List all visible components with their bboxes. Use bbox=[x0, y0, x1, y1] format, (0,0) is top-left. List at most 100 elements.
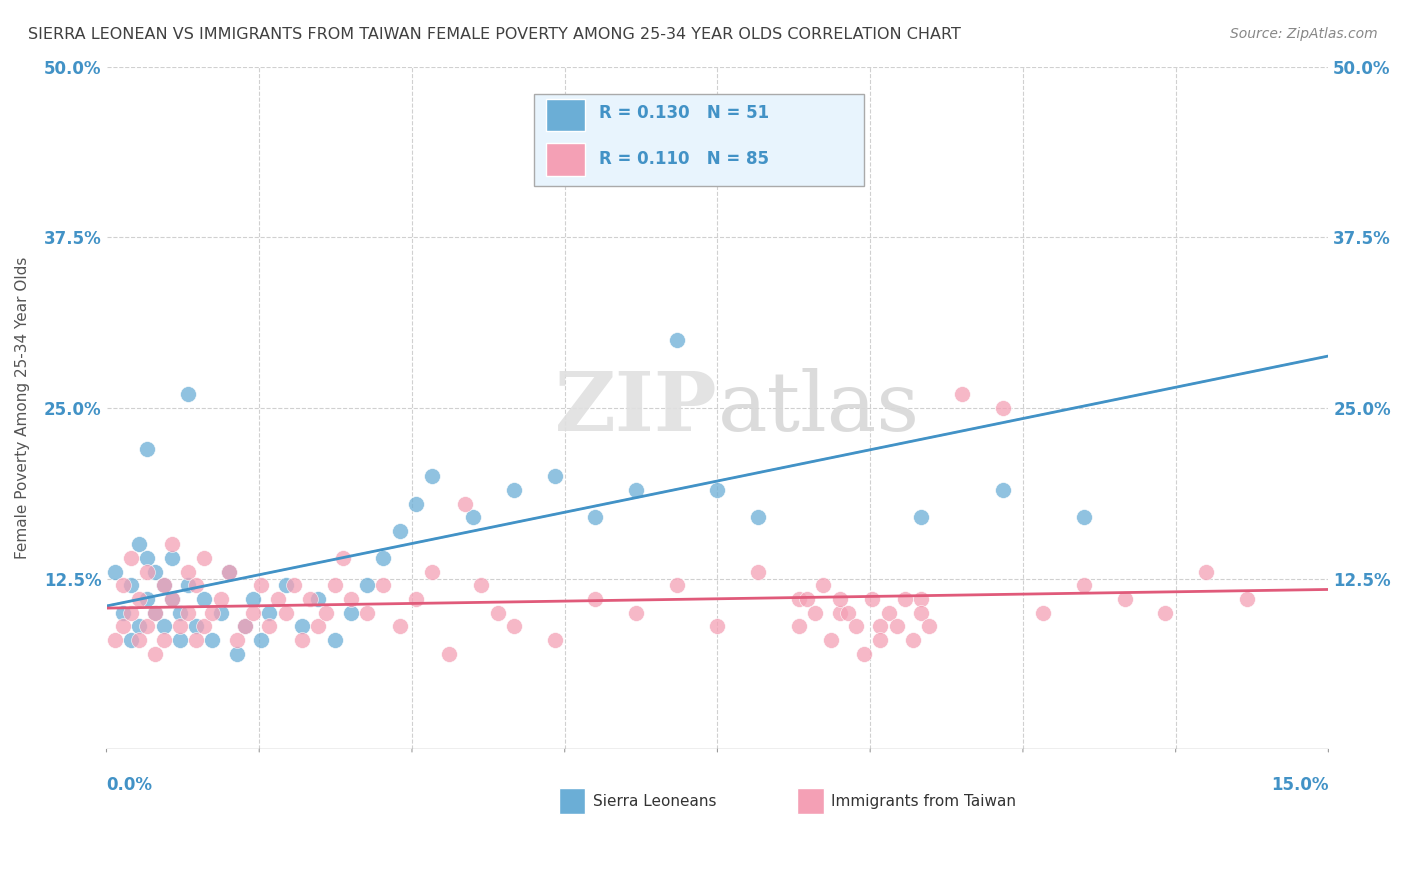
Text: Sierra Leoneans: Sierra Leoneans bbox=[593, 794, 716, 809]
Point bbox=[845, 619, 868, 633]
Point bbox=[152, 578, 174, 592]
Point bbox=[291, 633, 314, 648]
Point bbox=[136, 442, 159, 456]
Point bbox=[1032, 606, 1054, 620]
Point bbox=[1195, 565, 1218, 579]
Point bbox=[169, 619, 191, 633]
Point bbox=[291, 619, 314, 633]
Point bbox=[706, 483, 728, 497]
Point bbox=[502, 619, 524, 633]
Point bbox=[787, 592, 810, 607]
Point bbox=[991, 401, 1014, 415]
Text: Source: ZipAtlas.com: Source: ZipAtlas.com bbox=[1230, 27, 1378, 41]
Text: atlas: atlas bbox=[717, 368, 920, 448]
Point bbox=[583, 510, 606, 524]
Point bbox=[340, 592, 363, 607]
Point bbox=[624, 606, 647, 620]
Point bbox=[145, 606, 167, 620]
Point bbox=[225, 647, 247, 661]
Point bbox=[665, 578, 688, 592]
Point bbox=[853, 647, 876, 661]
Point bbox=[177, 565, 200, 579]
Point bbox=[910, 606, 932, 620]
Bar bbox=[534, 94, 865, 186]
Point bbox=[193, 619, 215, 633]
Point bbox=[193, 592, 215, 607]
Point bbox=[233, 619, 256, 633]
Point bbox=[747, 565, 769, 579]
Point bbox=[405, 497, 427, 511]
Point bbox=[160, 551, 183, 566]
Point bbox=[169, 606, 191, 620]
Point bbox=[184, 578, 207, 592]
Point bbox=[747, 510, 769, 524]
Point bbox=[274, 578, 297, 592]
Point bbox=[356, 606, 378, 620]
Point bbox=[886, 619, 908, 633]
Point bbox=[242, 592, 264, 607]
Point bbox=[356, 578, 378, 592]
Point bbox=[120, 551, 142, 566]
Point bbox=[136, 565, 159, 579]
Point bbox=[918, 619, 941, 633]
Bar bbox=[558, 789, 585, 814]
Point bbox=[266, 592, 288, 607]
Point bbox=[145, 606, 167, 620]
Point bbox=[218, 565, 240, 579]
Point bbox=[259, 606, 281, 620]
Point bbox=[160, 592, 183, 607]
Point bbox=[160, 592, 183, 607]
Point bbox=[283, 578, 305, 592]
Point bbox=[250, 578, 273, 592]
Point bbox=[860, 592, 883, 607]
Point bbox=[177, 578, 200, 592]
Point bbox=[813, 578, 835, 592]
Point bbox=[120, 633, 142, 648]
Point bbox=[136, 619, 159, 633]
Point bbox=[454, 497, 477, 511]
Point bbox=[120, 606, 142, 620]
Point bbox=[299, 592, 322, 607]
Point bbox=[910, 592, 932, 607]
Point bbox=[837, 606, 859, 620]
Point bbox=[184, 619, 207, 633]
Point bbox=[877, 606, 900, 620]
Point bbox=[169, 633, 191, 648]
Point bbox=[111, 578, 134, 592]
Point bbox=[152, 578, 174, 592]
Point bbox=[388, 524, 411, 538]
Point bbox=[461, 510, 484, 524]
Point bbox=[274, 606, 297, 620]
Text: 0.0%: 0.0% bbox=[107, 776, 152, 794]
Point bbox=[787, 619, 810, 633]
Point bbox=[1073, 578, 1095, 592]
Text: 15.0%: 15.0% bbox=[1271, 776, 1329, 794]
Point bbox=[104, 633, 127, 648]
Point bbox=[242, 606, 264, 620]
Point bbox=[373, 551, 395, 566]
Point bbox=[950, 387, 973, 401]
Text: ZIP: ZIP bbox=[555, 368, 717, 448]
Point bbox=[177, 387, 200, 401]
Point bbox=[120, 578, 142, 592]
Point bbox=[323, 578, 346, 592]
Point bbox=[437, 647, 460, 661]
Point bbox=[796, 592, 818, 607]
Y-axis label: Female Poverty Among 25-34 Year Olds: Female Poverty Among 25-34 Year Olds bbox=[15, 257, 30, 559]
Point bbox=[111, 606, 134, 620]
Point bbox=[543, 633, 565, 648]
Point bbox=[209, 606, 232, 620]
Text: Immigrants from Taiwan: Immigrants from Taiwan bbox=[831, 794, 1017, 809]
Point bbox=[1154, 606, 1177, 620]
Text: R = 0.110   N = 85: R = 0.110 N = 85 bbox=[599, 150, 769, 168]
Point bbox=[420, 565, 443, 579]
Point bbox=[1114, 592, 1136, 607]
Point bbox=[388, 619, 411, 633]
Point bbox=[804, 606, 827, 620]
Point bbox=[104, 565, 127, 579]
Point bbox=[250, 633, 273, 648]
Point bbox=[160, 537, 183, 551]
Point bbox=[111, 619, 134, 633]
Point bbox=[201, 633, 224, 648]
Point bbox=[901, 633, 924, 648]
